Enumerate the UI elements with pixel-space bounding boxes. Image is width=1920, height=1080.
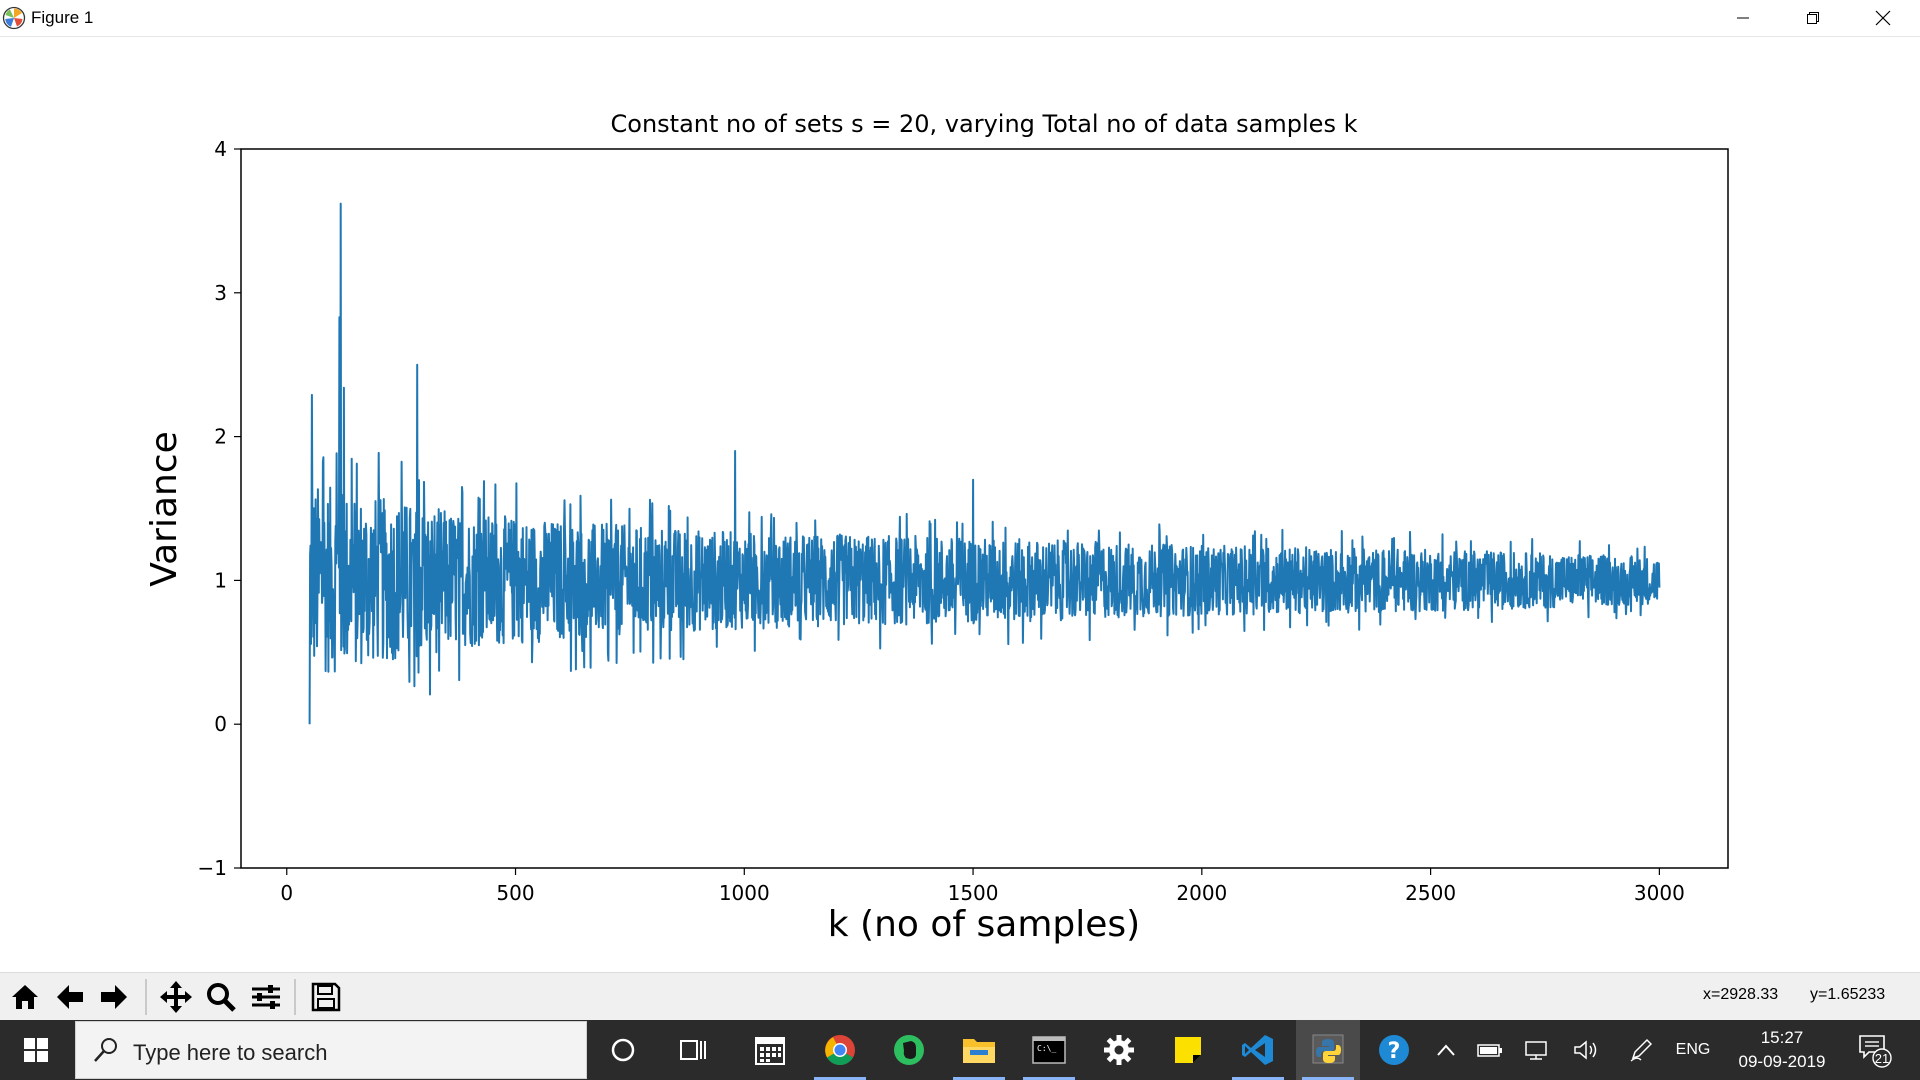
volume-icon — [1574, 1040, 1597, 1060]
network-button[interactable] — [1518, 1020, 1558, 1080]
volume-button[interactable] — [1566, 1020, 1606, 1080]
python-icon — [1312, 1034, 1344, 1064]
zoom-icon — [207, 983, 236, 1012]
x-tick-label: 1500 — [948, 881, 999, 905]
minimize-icon — [1737, 17, 1749, 19]
pen-workspace-button[interactable] — [1622, 1020, 1662, 1080]
x-tick-label: 0 — [280, 881, 293, 905]
x-tick-label: 2000 — [1176, 881, 1227, 905]
battery-icon — [1477, 1044, 1502, 1057]
search-icon — [94, 1038, 117, 1062]
notifications-icon: 21 — [1859, 1035, 1892, 1068]
python-app[interactable] — [1296, 1020, 1360, 1080]
pan-button[interactable] — [157, 978, 195, 1016]
settings-app[interactable] — [1087, 1020, 1151, 1080]
axes-frame — [240, 148, 1729, 869]
cortana-button[interactable] — [591, 1020, 655, 1080]
sticky-notes-app[interactable] — [1156, 1020, 1220, 1080]
x-tick-label: 1000 — [719, 881, 770, 905]
x-coordinate-readout: x=2928.33 — [1703, 986, 1779, 1003]
evernote-app[interactable] — [877, 1020, 941, 1080]
y-coordinate-readout: y=1.65233 — [1810, 986, 1886, 1003]
calendar-app[interactable] — [738, 1020, 802, 1080]
x-tick-label: 500 — [496, 881, 534, 905]
vscode-icon — [1242, 1035, 1273, 1065]
taskbar-search-box[interactable]: Type here to search — [75, 1021, 587, 1079]
taskbar: Type here to search — [0, 1020, 1920, 1080]
restore-button[interactable] — [1778, 0, 1848, 36]
line-chart[interactable]: 0 500 1000 1500 2000 2500 3000 −1 0 1 2 3 4 Constan… — [0, 37, 1920, 972]
x-tick-label: 3000 — [1634, 881, 1685, 905]
notification-count: 21 — [1875, 1051, 1889, 1066]
battery-button[interactable] — [1470, 1020, 1510, 1080]
task-view-icon — [680, 1040, 706, 1060]
input-language-button[interactable]: ENG — [1668, 1020, 1718, 1080]
close-icon — [1875, 10, 1891, 26]
windows-logo-icon — [24, 1038, 48, 1062]
y-tick-label: 3 — [214, 281, 227, 305]
y-tick-label: 2 — [214, 425, 227, 449]
svg-text:C:\_: C:\_ — [1037, 1044, 1056, 1053]
calendar-icon — [755, 1037, 785, 1065]
configure-subplots-icon — [252, 985, 280, 1009]
matplotlib-logo-icon — [2, 6, 26, 30]
settings-icon — [1104, 1035, 1134, 1065]
forward-icon — [101, 985, 127, 1009]
home-icon — [12, 985, 38, 1009]
variance-line — [308, 202, 1661, 725]
x-axis-ticks: 0 500 1000 1500 2000 2500 3000 — [280, 868, 1685, 905]
y-tick-label: 1 — [214, 568, 227, 592]
help-icon: ? — [1379, 1035, 1409, 1065]
window-title: Figure 1 — [31, 8, 94, 27]
file-explorer-app[interactable] — [947, 1020, 1011, 1080]
save-icon — [311, 982, 341, 1012]
network-icon — [1525, 1041, 1547, 1060]
action-center-button[interactable]: 21 — [1852, 1020, 1898, 1080]
clock[interactable]: 15:27 09-09-2019 — [1720, 1026, 1844, 1074]
close-button[interactable] — [1848, 0, 1918, 36]
task-view-button[interactable] — [661, 1020, 725, 1080]
zoom-button[interactable] — [202, 978, 240, 1016]
language-indicator: ENG — [1675, 1041, 1711, 1058]
evernote-icon — [894, 1035, 924, 1065]
terminal-app[interactable]: C:\_ — [1017, 1020, 1081, 1080]
back-icon — [57, 985, 83, 1009]
chrome-app[interactable] — [808, 1020, 872, 1080]
window-titlebar: Figure 1 — [0, 0, 1920, 37]
search-placeholder: Type here to search — [133, 1040, 328, 1065]
pen-icon — [1630, 1038, 1653, 1062]
start-button[interactable] — [0, 1020, 72, 1080]
y-axis-label: Variance — [144, 431, 185, 587]
show-hidden-icons-button[interactable] — [1428, 1020, 1464, 1080]
minimize-button[interactable] — [1708, 0, 1778, 36]
help-app[interactable]: ? — [1362, 1020, 1426, 1080]
variance-series — [308, 202, 1661, 725]
restore-icon — [1807, 12, 1819, 24]
clock-time: 15:27 — [1760, 1028, 1804, 1047]
vscode-app[interactable] — [1226, 1020, 1290, 1080]
y-tick-label: 0 — [214, 712, 227, 736]
y-tick-label: −1 — [198, 856, 227, 880]
chrome-icon — [825, 1035, 855, 1066]
forward-button[interactable] — [95, 978, 133, 1016]
chart-title: Constant no of sets s = 20, varying Tota… — [611, 110, 1358, 138]
back-button[interactable] — [51, 978, 89, 1016]
file-explorer-icon — [963, 1039, 995, 1063]
x-axis-label: k (no of samples) — [828, 904, 1140, 945]
pan-icon — [160, 981, 192, 1013]
cortana-icon — [611, 1038, 635, 1062]
x-tick-label: 2500 — [1405, 881, 1456, 905]
sticky-notes-icon — [1175, 1037, 1201, 1063]
figure-canvas[interactable]: 0 500 1000 1500 2000 2500 3000 −1 0 1 2 3 4 Constan… — [0, 37, 1920, 972]
configure-subplots-button[interactable] — [247, 978, 285, 1016]
chevron-up-icon — [1437, 1044, 1455, 1056]
save-button[interactable] — [307, 978, 345, 1016]
y-tick-label: 4 — [214, 137, 227, 161]
clock-date: 09-09-2019 — [1738, 1052, 1826, 1071]
terminal-icon: C:\_ — [1032, 1036, 1066, 1064]
navigation-toolbar: x=2928.33 y=1.65233 — [0, 972, 1920, 1021]
svg-text:?: ? — [1388, 1039, 1401, 1064]
home-button[interactable] — [6, 978, 44, 1016]
y-axis-ticks: −1 0 1 2 3 4 — [198, 137, 241, 880]
